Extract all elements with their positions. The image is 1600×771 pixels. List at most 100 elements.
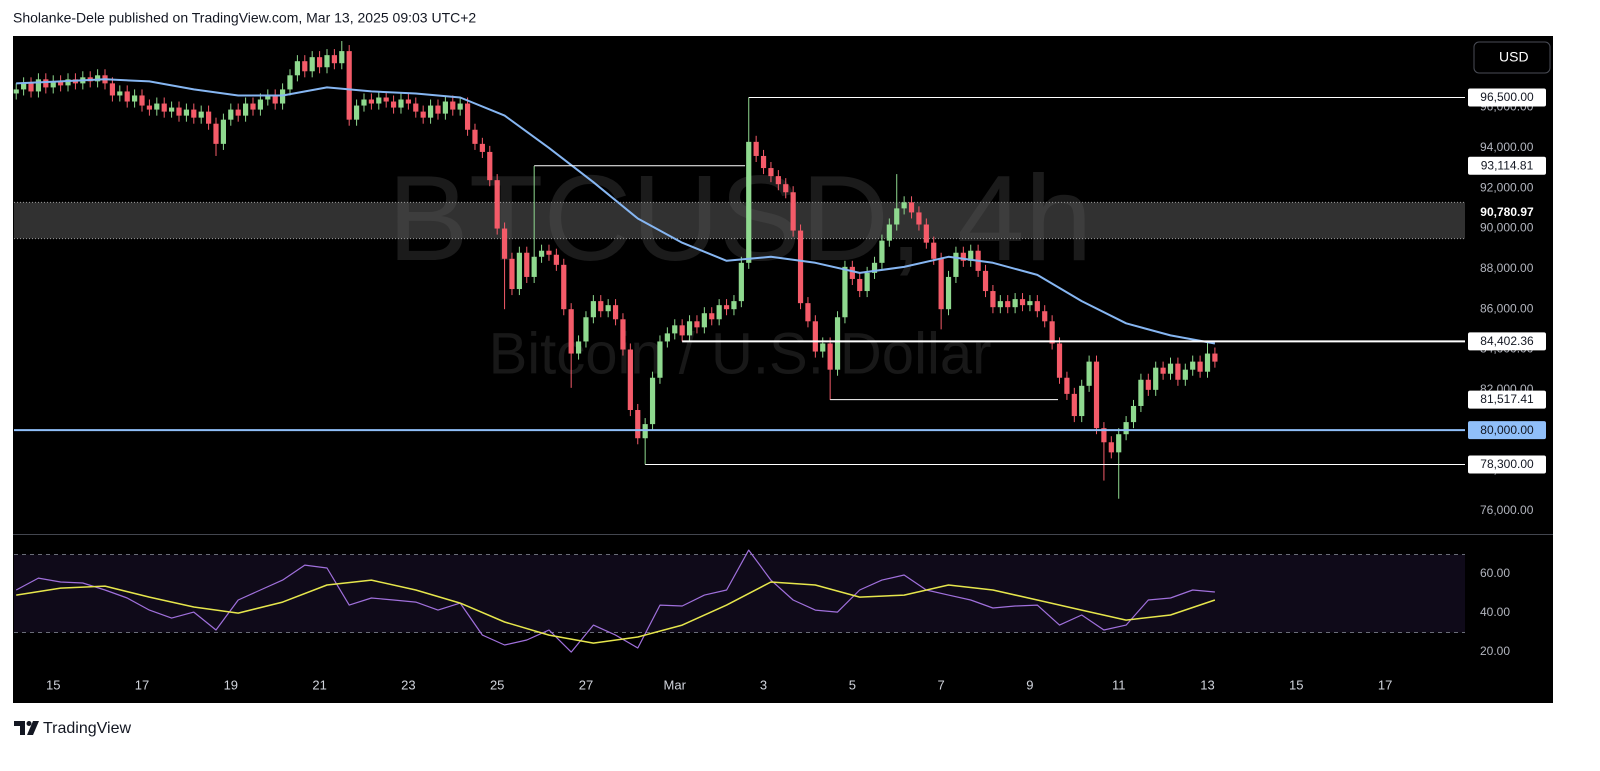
candle-body (605, 305, 611, 312)
candle-body (1204, 353, 1211, 372)
candle-body (191, 109, 197, 118)
rsi-panel (14, 549, 1465, 653)
candle-body (1049, 321, 1055, 344)
candle-body (923, 224, 929, 243)
candle-body (553, 254, 559, 265)
candle-body (169, 107, 175, 112)
level-label: 93,114.81 (1481, 158, 1534, 172)
candle-body (472, 129, 478, 144)
candle-body (538, 250, 545, 257)
candle-body (139, 95, 145, 106)
level-label-bg (1468, 421, 1546, 440)
candle-body (383, 97, 389, 102)
candle-body (316, 57, 323, 68)
candle-body (494, 180, 500, 229)
candle-body (524, 252, 530, 277)
candle-body (1027, 301, 1033, 306)
logo-part (26, 721, 32, 726)
currency-button-label[interactable]: USD (1499, 49, 1529, 65)
candle-body (146, 105, 153, 110)
currency-button[interactable]: USD (1473, 41, 1551, 74)
candle-body (982, 270, 989, 292)
currency-button-frame[interactable] (1473, 41, 1551, 74)
candle-body (206, 111, 212, 124)
candle-body (901, 202, 907, 209)
candle-body (242, 103, 249, 116)
candle-body (13, 89, 19, 94)
candle-body (857, 278, 863, 292)
x-tick-label: 21 (312, 677, 326, 692)
candle-body (1160, 367, 1166, 374)
level-label: 81,517.41 (1480, 392, 1534, 406)
level-label-bg (1468, 88, 1546, 107)
x-tick-label: 5 (849, 677, 856, 692)
candle-body (124, 91, 130, 102)
candle-body (250, 103, 256, 110)
candle-body (28, 83, 34, 92)
candle-body (220, 119, 226, 144)
candle-body (1116, 434, 1122, 453)
candle-body (1093, 361, 1100, 429)
candle-body (265, 95, 271, 100)
level-label-bg (1468, 390, 1546, 409)
candle-body (427, 105, 434, 118)
candle-body (161, 103, 167, 112)
level-label: 84,402.36 (1480, 334, 1534, 348)
candle-body (405, 99, 411, 104)
candle-body (575, 341, 582, 354)
candle-body (916, 212, 922, 225)
candle-body (701, 313, 707, 328)
candle-body (627, 349, 633, 411)
x-tick-label: 19 (224, 677, 238, 692)
candle-body (294, 61, 300, 76)
candle-body (154, 103, 160, 110)
candle-body (886, 224, 892, 241)
x-tick-label: 9 (1026, 677, 1033, 692)
candle-body (842, 266, 848, 318)
candle-body (753, 141, 759, 156)
y-tick-label: 88,000.00 (1480, 261, 1534, 275)
x-tick-label: 3 (760, 677, 767, 692)
candle-body (820, 343, 826, 352)
candle-body (746, 141, 752, 263)
level-label: 90,780.97 (1480, 205, 1534, 219)
candle-body (797, 230, 804, 304)
y-tick-label: 94,000.00 (1480, 140, 1534, 154)
candle-body (945, 276, 952, 310)
candle-body (501, 228, 508, 259)
candle-body (1056, 343, 1063, 378)
candle-body (960, 252, 966, 261)
candle-body (783, 184, 789, 193)
x-tick-label: 17 (135, 677, 149, 692)
candle-body (58, 81, 64, 86)
candle-body (1079, 385, 1085, 417)
x-tick-label: 23 (401, 677, 415, 692)
candle-body (213, 123, 219, 144)
candle-body (561, 264, 567, 310)
rsi-tick-label: 40.00 (1480, 605, 1510, 619)
candle-body (1019, 299, 1026, 306)
candle-body (339, 51, 345, 64)
candle-body (812, 321, 818, 352)
y-tick-label: 92,000.00 (1480, 180, 1534, 194)
candle-body (1101, 428, 1107, 443)
x-tick-label: Mar (664, 677, 687, 692)
candle-body (864, 272, 870, 292)
candle-body (649, 377, 656, 425)
candle-body (938, 258, 944, 310)
candle-body (1182, 369, 1188, 380)
candle-body (686, 321, 693, 336)
candle-body (612, 305, 619, 320)
candle-body (21, 83, 27, 90)
candle-body (464, 103, 471, 130)
candle-body (132, 95, 138, 102)
candle-body (1190, 361, 1196, 370)
level-label-bg (1468, 332, 1546, 351)
candle-body (272, 95, 278, 104)
level-label: 80,000.00 (1480, 423, 1534, 437)
candle-body (908, 202, 915, 213)
x-tick-label: 7 (938, 677, 945, 692)
candle-body (442, 101, 448, 114)
x-tick-label: 15 (46, 677, 60, 692)
